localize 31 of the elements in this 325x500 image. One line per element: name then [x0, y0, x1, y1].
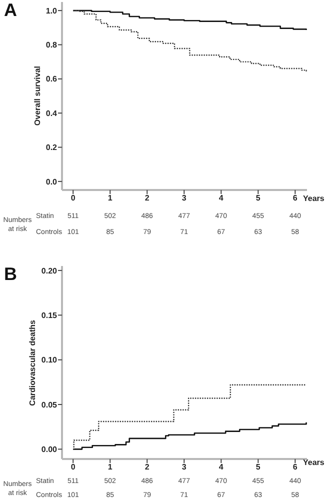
x-tick-label: 0	[70, 194, 76, 203]
x-tick-label: 3	[182, 462, 187, 472]
x-tick-label: 4	[218, 194, 224, 203]
y-tick-label: 0.4	[46, 108, 58, 118]
x-axis-title: Years	[303, 194, 324, 204]
chart-title: B	[4, 264, 17, 284]
y-tick-label: 0.20	[41, 266, 58, 276]
y-tick-label: 0.10	[41, 356, 58, 365]
x-tick-label: 2	[144, 462, 150, 472]
y-tick-label: 0.2	[46, 143, 58, 152]
x-axis-title: Years	[303, 458, 324, 468]
x-tick-label: 4	[218, 462, 224, 472]
x-tick-label: 2	[144, 194, 150, 203]
y-tick-label: 0.6	[46, 74, 58, 84]
x-tick-label: 3	[182, 194, 187, 203]
y-tick-label: 0.8	[46, 40, 58, 50]
x-tick-label: 5	[256, 462, 261, 472]
y-tick-label: 0.0	[46, 177, 58, 186]
x-tick-label: 5	[256, 194, 261, 203]
y-tick-label: 0.05	[41, 400, 58, 410]
y-tick-label: 0.00	[41, 445, 58, 454]
x-tick-label: 6	[292, 462, 298, 472]
chart-title: A	[4, 0, 17, 20]
y-tick-label: 1.0	[46, 6, 58, 16]
x-tick-label: 1	[108, 194, 113, 203]
y-axis-title: Cardiovascular deaths	[28, 320, 38, 406]
x-tick-label: 1	[108, 462, 113, 472]
y-axis-title: Overall survival	[33, 66, 43, 126]
y-tick-label: 0.15	[41, 310, 58, 320]
x-tick-label: 0	[70, 462, 76, 472]
x-tick-label: 6	[292, 194, 298, 203]
